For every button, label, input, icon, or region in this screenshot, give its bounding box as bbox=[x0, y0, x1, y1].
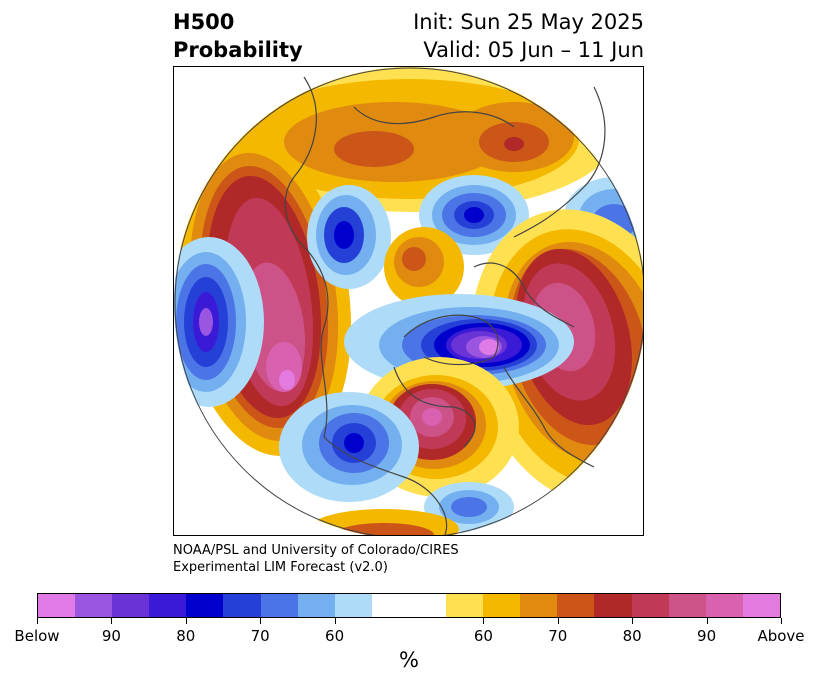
probability-field bbox=[174, 67, 643, 535]
colorbar-segment bbox=[334, 594, 372, 617]
probability-map bbox=[173, 66, 644, 536]
colorbar-segment bbox=[223, 594, 261, 617]
colorbar-segment bbox=[260, 594, 298, 617]
colorbar-tick-label: 60 bbox=[325, 627, 345, 645]
colorbar-segment bbox=[112, 594, 150, 617]
colorbar-segment bbox=[594, 594, 632, 617]
colorbar-tick bbox=[557, 618, 559, 624]
colorbar-segment bbox=[149, 594, 187, 617]
chart-title: H500 Probability bbox=[173, 8, 303, 64]
colorbar-segment bbox=[75, 594, 113, 617]
colorbar-tick bbox=[632, 618, 634, 624]
colorbar-segment bbox=[38, 594, 76, 617]
colorbar-segment bbox=[557, 594, 595, 617]
colorbar-tick-label: 70 bbox=[250, 627, 270, 645]
colorbar-unit: % bbox=[399, 648, 419, 672]
colorbar-tick bbox=[706, 618, 708, 624]
colorbar-tick-label: 60 bbox=[473, 627, 493, 645]
colorbar-segment bbox=[186, 594, 224, 617]
colorbar-segment bbox=[408, 594, 447, 617]
colorbar-tick bbox=[185, 618, 187, 624]
init-date: Init: Sun 25 May 2025 bbox=[413, 10, 644, 34]
colorbar-tick bbox=[483, 618, 485, 624]
title-line-1: H500 bbox=[173, 10, 235, 34]
colorbar-tick-label: 70 bbox=[548, 627, 568, 645]
colorbar-tick bbox=[334, 618, 336, 624]
colorbar-tick-label: 80 bbox=[622, 627, 642, 645]
credit-line-2: Experimental LIM Forecast (v2.0) bbox=[173, 560, 388, 575]
colorbar-tick-label: 90 bbox=[101, 627, 121, 645]
colorbar-tick bbox=[37, 618, 38, 624]
forecast-dates: Init: Sun 25 May 2025 Valid: 05 Jun – 11… bbox=[413, 8, 644, 64]
colorbar-segment bbox=[520, 594, 558, 617]
colorbar-segment bbox=[483, 594, 521, 617]
colorbar-segment bbox=[631, 594, 669, 617]
colorbar bbox=[37, 593, 781, 618]
coastlines bbox=[284, 76, 606, 535]
map-canvas bbox=[174, 67, 643, 535]
credit-text: NOAA/PSL and University of Colorado/CIRE… bbox=[173, 542, 459, 576]
credit-line-1: NOAA/PSL and University of Colorado/CIRE… bbox=[173, 543, 459, 558]
colorbar-segment bbox=[705, 594, 743, 617]
colorbar-segment bbox=[742, 594, 780, 617]
colorbar-tick-label: Below bbox=[14, 627, 60, 645]
colorbar-segment bbox=[371, 594, 409, 617]
colorbar-tick bbox=[111, 618, 113, 624]
colorbar-tick-label: 80 bbox=[176, 627, 196, 645]
colorbar-tick bbox=[260, 618, 262, 624]
colorbar-segment bbox=[446, 594, 484, 617]
colorbar-segment bbox=[297, 594, 335, 617]
title-line-2: Probability bbox=[173, 38, 303, 62]
colorbar-tick-label: Above bbox=[757, 627, 805, 645]
valid-dates: Valid: 05 Jun – 11 Jun bbox=[423, 38, 644, 62]
colorbar-segment bbox=[668, 594, 706, 617]
colorbar-tick bbox=[781, 618, 782, 624]
colorbar-tick-label: 90 bbox=[697, 627, 717, 645]
map-boundary bbox=[174, 67, 643, 535]
